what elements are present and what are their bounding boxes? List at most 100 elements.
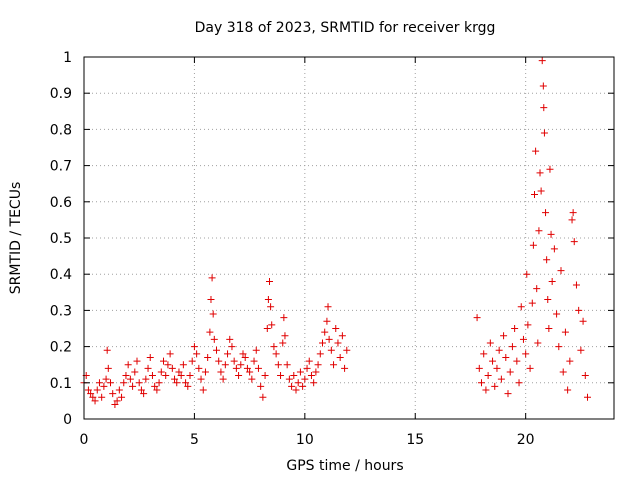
- data-point: [330, 361, 338, 369]
- data-point: [232, 364, 240, 372]
- data-point: [537, 187, 545, 195]
- data-point: [254, 364, 262, 372]
- chart-title: Day 318 of 2023, SRMTID for receiver krg…: [195, 20, 496, 36]
- data-point: [122, 372, 130, 380]
- data-point: [533, 285, 541, 293]
- data-point: [310, 379, 318, 387]
- data-point: [517, 303, 525, 311]
- data-point: [497, 375, 505, 383]
- data-point: [148, 372, 156, 380]
- data-point: [210, 335, 218, 343]
- data-point: [548, 277, 556, 285]
- data-point: [102, 375, 110, 383]
- data-point: [316, 350, 324, 358]
- data-point: [539, 82, 547, 90]
- data-point: [239, 350, 247, 358]
- data-point: [480, 350, 488, 358]
- data-point: [146, 353, 154, 361]
- data-point: [566, 357, 574, 365]
- data-point: [288, 382, 296, 390]
- data-point: [334, 339, 342, 347]
- data-point: [536, 169, 544, 177]
- data-point: [303, 364, 311, 372]
- y-tick-label: 0: [63, 412, 72, 428]
- data-point: [502, 353, 510, 361]
- data-point: [294, 379, 302, 387]
- data-point: [281, 332, 289, 340]
- data-point: [535, 227, 543, 235]
- data-point: [523, 270, 531, 278]
- data-point: [323, 317, 331, 325]
- data-point: [111, 401, 119, 409]
- data-point: [95, 379, 103, 387]
- data-point: [166, 350, 174, 358]
- axis-ticks: 00.10.20.30.40.50.60.70.80.910 5 10 15 20: [50, 50, 614, 448]
- data-point: [257, 382, 265, 390]
- data-point: [177, 372, 185, 380]
- data-point: [144, 364, 152, 372]
- data-point: [307, 372, 315, 380]
- data-point: [519, 335, 527, 343]
- data-point: [217, 368, 225, 376]
- data-point: [199, 386, 207, 394]
- data-point: [280, 314, 288, 322]
- data-point: [224, 350, 232, 358]
- data-point: [540, 104, 548, 112]
- data-point: [87, 390, 95, 398]
- data-point: [274, 361, 282, 369]
- y-tick-label: 0.2: [50, 340, 72, 356]
- data-point: [526, 364, 534, 372]
- data-point: [486, 339, 494, 347]
- data-point: [250, 357, 258, 365]
- data-point: [545, 325, 553, 332]
- data-point: [557, 267, 565, 275]
- y-tick-label: 0.7: [50, 159, 72, 175]
- data-point: [208, 274, 216, 282]
- data-point: [268, 321, 276, 329]
- data-point: [542, 209, 550, 217]
- data-point: [124, 361, 132, 369]
- data-point: [263, 325, 271, 332]
- data-point: [246, 368, 254, 376]
- data-point: [292, 386, 300, 394]
- y-tick-label: 0.6: [50, 195, 72, 211]
- data-point: [325, 335, 333, 343]
- y-axis-label: SRMTID / TECUs: [8, 182, 24, 295]
- y-tick-label: 0.4: [50, 267, 72, 283]
- data-point: [312, 368, 320, 376]
- grid-lines: [84, 57, 614, 419]
- data-point: [513, 357, 521, 365]
- data-point: [475, 364, 483, 372]
- data-point: [531, 191, 538, 199]
- data-point: [164, 361, 172, 369]
- data-point: [206, 328, 214, 336]
- data-point: [107, 379, 114, 387]
- data-point: [226, 335, 234, 343]
- data-point: [489, 357, 497, 365]
- data-point: [182, 379, 190, 387]
- data-point: [120, 379, 128, 387]
- data-point: [528, 299, 536, 307]
- data-point: [473, 314, 481, 322]
- data-point: [264, 296, 272, 304]
- data-point: [248, 375, 256, 383]
- data-point: [283, 361, 291, 369]
- x-tick-label: 0: [80, 432, 89, 448]
- plot-frame: [83, 56, 615, 420]
- scatter-marks: [80, 57, 591, 409]
- data-point: [508, 343, 516, 351]
- data-point: [550, 245, 558, 253]
- data-point: [133, 357, 141, 365]
- data-point: [195, 364, 203, 372]
- data-point: [155, 379, 163, 387]
- data-point: [299, 382, 307, 390]
- data-point: [115, 386, 123, 394]
- data-point: [179, 361, 187, 369]
- data-point: [569, 209, 577, 217]
- data-point: [201, 368, 209, 376]
- data-point: [493, 364, 501, 372]
- data-point: [504, 390, 512, 398]
- data-point: [546, 165, 554, 173]
- data-point: [584, 393, 591, 401]
- data-point: [113, 397, 121, 405]
